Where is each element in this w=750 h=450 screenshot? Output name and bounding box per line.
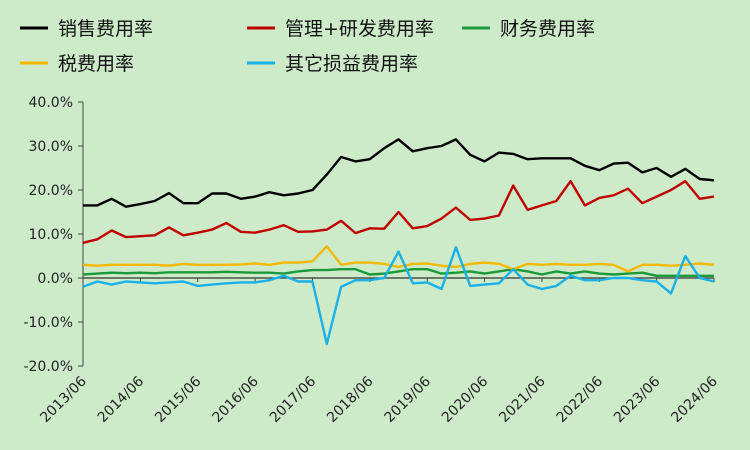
legend-label-3: 税费用率 — [58, 53, 134, 75]
y-axis: 40.0% 30.0% 20.0% 10.0% 0.0% -10.0% -20.0% — [23, 95, 84, 375]
legend-label-2: 财务费用率 — [500, 18, 595, 40]
plot-area — [82, 138, 715, 346]
series-line-2 — [82, 268, 714, 277]
y-tick-label: 40.0% — [29, 95, 73, 111]
legend-label-0: 销售费用率 — [58, 18, 153, 40]
y-tick-label: 20.0% — [29, 183, 73, 199]
y-tick-label: -10.0% — [23, 315, 73, 331]
legend-label-1: 管理+研发费用率 — [285, 18, 434, 40]
series-line-1 — [82, 179, 715, 244]
y-tick-label: 0.0% — [37, 271, 73, 287]
series-line-4 — [82, 245, 715, 346]
legend-label-4: 其它损益费用率 — [285, 53, 418, 75]
series-line-3 — [82, 245, 715, 273]
y-tick-label: 10.0% — [29, 227, 73, 243]
series-line-0 — [83, 138, 715, 208]
y-tick-label: -20.0% — [23, 359, 73, 375]
y-tick-label: 30.0% — [29, 139, 73, 155]
